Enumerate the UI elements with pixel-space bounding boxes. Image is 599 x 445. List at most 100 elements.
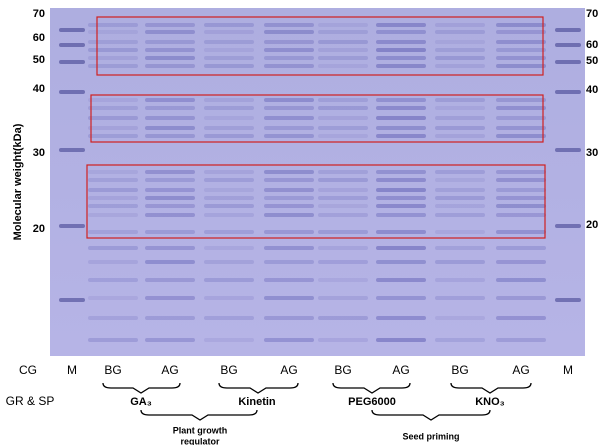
band — [435, 48, 485, 52]
band — [145, 196, 195, 200]
band — [145, 230, 195, 234]
band — [435, 134, 485, 138]
marker-label: 40 — [586, 84, 598, 96]
band — [264, 230, 314, 234]
band — [376, 296, 426, 300]
band — [496, 23, 546, 27]
band — [435, 64, 485, 68]
band — [555, 60, 581, 64]
band — [88, 134, 138, 138]
band — [204, 23, 254, 27]
band — [204, 30, 254, 34]
band — [496, 338, 546, 342]
lane-label: M — [67, 363, 77, 377]
band — [318, 30, 368, 34]
band — [264, 116, 314, 120]
band — [435, 116, 485, 120]
marker-label: 50 — [33, 54, 45, 66]
band — [204, 278, 254, 282]
band — [59, 148, 85, 152]
band — [318, 106, 368, 110]
band — [318, 196, 368, 200]
band — [204, 40, 254, 44]
band — [204, 316, 254, 320]
band — [204, 178, 254, 182]
band — [204, 230, 254, 234]
band — [204, 134, 254, 138]
band — [496, 116, 546, 120]
group-label: regulator — [180, 436, 220, 445]
band — [376, 316, 426, 320]
band — [145, 246, 195, 250]
band — [376, 116, 426, 120]
gel — [50, 8, 585, 356]
band — [376, 56, 426, 60]
band — [435, 316, 485, 320]
band — [555, 90, 581, 94]
band — [435, 23, 485, 27]
treatment-label: Kinetin — [238, 396, 276, 408]
band — [376, 196, 426, 200]
band — [435, 296, 485, 300]
band — [145, 98, 195, 102]
band — [264, 246, 314, 250]
band — [435, 204, 485, 208]
lane-label: BG — [451, 363, 468, 377]
band — [88, 246, 138, 250]
band — [264, 56, 314, 60]
band — [88, 56, 138, 60]
marker-label: 70 — [586, 8, 598, 20]
marker-label: 60 — [33, 32, 45, 44]
band — [145, 188, 195, 192]
row-label: CG — [19, 363, 37, 377]
band — [318, 56, 368, 60]
bracket — [140, 409, 258, 421]
band — [318, 338, 368, 342]
highlight-box — [86, 164, 546, 239]
band — [318, 260, 368, 264]
band — [496, 213, 546, 217]
band — [496, 178, 546, 182]
band — [145, 116, 195, 120]
band — [264, 188, 314, 192]
band — [264, 134, 314, 138]
band — [318, 296, 368, 300]
lane-label: AG — [392, 363, 409, 377]
band — [496, 170, 546, 174]
band — [435, 170, 485, 174]
band — [318, 213, 368, 217]
band — [88, 260, 138, 264]
band — [88, 126, 138, 130]
band — [204, 213, 254, 217]
band — [264, 106, 314, 110]
band — [145, 278, 195, 282]
band — [376, 246, 426, 250]
marker-label: 20 — [586, 219, 598, 231]
band — [435, 188, 485, 192]
band — [318, 178, 368, 182]
band — [88, 188, 138, 192]
band — [435, 40, 485, 44]
band — [318, 23, 368, 27]
band — [204, 260, 254, 264]
marker-label: 40 — [33, 83, 45, 95]
band — [318, 98, 368, 102]
treatment-label: PEG6000 — [348, 396, 396, 408]
band — [145, 56, 195, 60]
band — [145, 170, 195, 174]
band — [376, 230, 426, 234]
band — [88, 178, 138, 182]
band — [145, 23, 195, 27]
band — [88, 48, 138, 52]
band — [88, 196, 138, 200]
bracket — [450, 382, 532, 394]
band — [88, 106, 138, 110]
band — [145, 134, 195, 138]
band — [204, 204, 254, 208]
band — [435, 230, 485, 234]
band — [496, 64, 546, 68]
band — [376, 188, 426, 192]
band — [435, 126, 485, 130]
band — [59, 60, 85, 64]
band — [88, 23, 138, 27]
